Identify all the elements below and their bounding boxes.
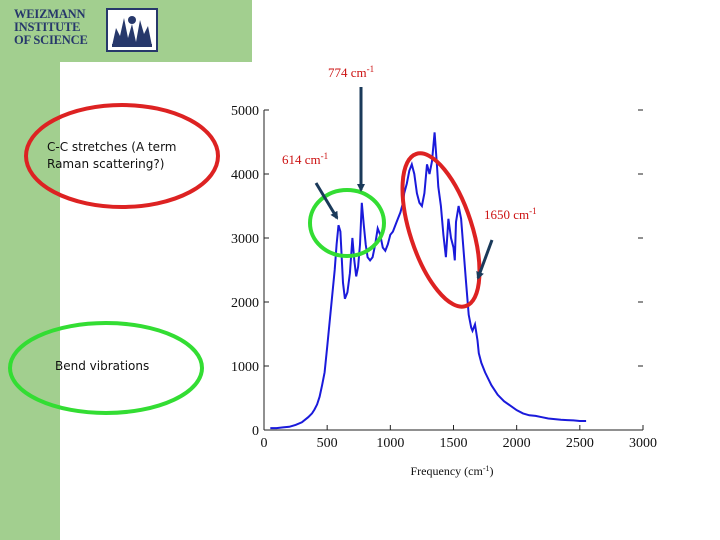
annotation-1650-base: 1650 cm	[484, 207, 529, 222]
y-tick-label: 5000	[231, 104, 259, 119]
high-peaks-ellipse	[400, 151, 482, 309]
logo-line-2: INSTITUTE	[14, 20, 81, 34]
x-axis-label-end: )	[489, 464, 493, 478]
x-tick-label: 3000	[629, 436, 657, 451]
cc-stretch-note-line2: Raman scattering?)	[47, 157, 164, 171]
x-tick-label: 1500	[440, 436, 468, 451]
logo-line-1: WEIZMANN	[14, 7, 86, 21]
x-axis-ticks: 0 500 1000 1500 2000 2500 3000	[261, 425, 657, 451]
y-tick-label: 0	[252, 424, 259, 439]
x-axis-label-base: Frequency (cm	[411, 464, 484, 478]
spectrum-line	[270, 132, 587, 430]
low-peaks-ellipse	[308, 188, 386, 258]
x-axis-label-sup: -1	[483, 464, 490, 473]
annotation-1650: 1650 cm-1	[484, 206, 537, 222]
arrow-614	[314, 182, 339, 220]
x-axis-label: Frequency (cm-1)	[411, 464, 494, 478]
y-tick-label: 4000	[231, 168, 259, 183]
bend-note: Bend vibrations	[55, 359, 149, 373]
arrow-1650	[476, 239, 494, 280]
weizmann-logo: WEIZMANN INSTITUTE OF SCIENCE	[14, 8, 158, 52]
logo-line-3: OF SCIENCE	[14, 33, 88, 47]
x-tick-label: 0	[261, 436, 268, 451]
annotation-774: 774 cm-1	[328, 64, 374, 80]
x-tick-label: 500	[317, 436, 338, 451]
cc-stretch-note-line1: C-C stretches (A term	[47, 140, 176, 154]
logo-text: WEIZMANN INSTITUTE OF SCIENCE	[14, 8, 104, 47]
weizmann-emblem-icon	[106, 8, 158, 52]
y-axis-ticks: 0 1000 2000 3000 4000 5000	[231, 104, 643, 439]
cc-stretch-ellipse	[24, 103, 220, 209]
y-tick-label: 2000	[231, 296, 259, 311]
y-tick-label: 3000	[231, 232, 259, 247]
x-tick-label: 1000	[376, 436, 404, 451]
annotation-614-base: 614 cm	[282, 152, 321, 167]
annotation-614-sup: -1	[321, 151, 329, 161]
x-tick-label: 2500	[566, 436, 594, 451]
x-tick-label: 2000	[503, 436, 531, 451]
annotation-774-base: 774 cm	[328, 65, 367, 80]
bend-ellipse	[8, 321, 204, 415]
annotation-1650-sup: -1	[529, 206, 537, 216]
y-tick-label: 1000	[231, 360, 259, 375]
annotation-774-sup: -1	[367, 64, 375, 74]
annotation-614: 614 cm-1	[282, 151, 328, 167]
